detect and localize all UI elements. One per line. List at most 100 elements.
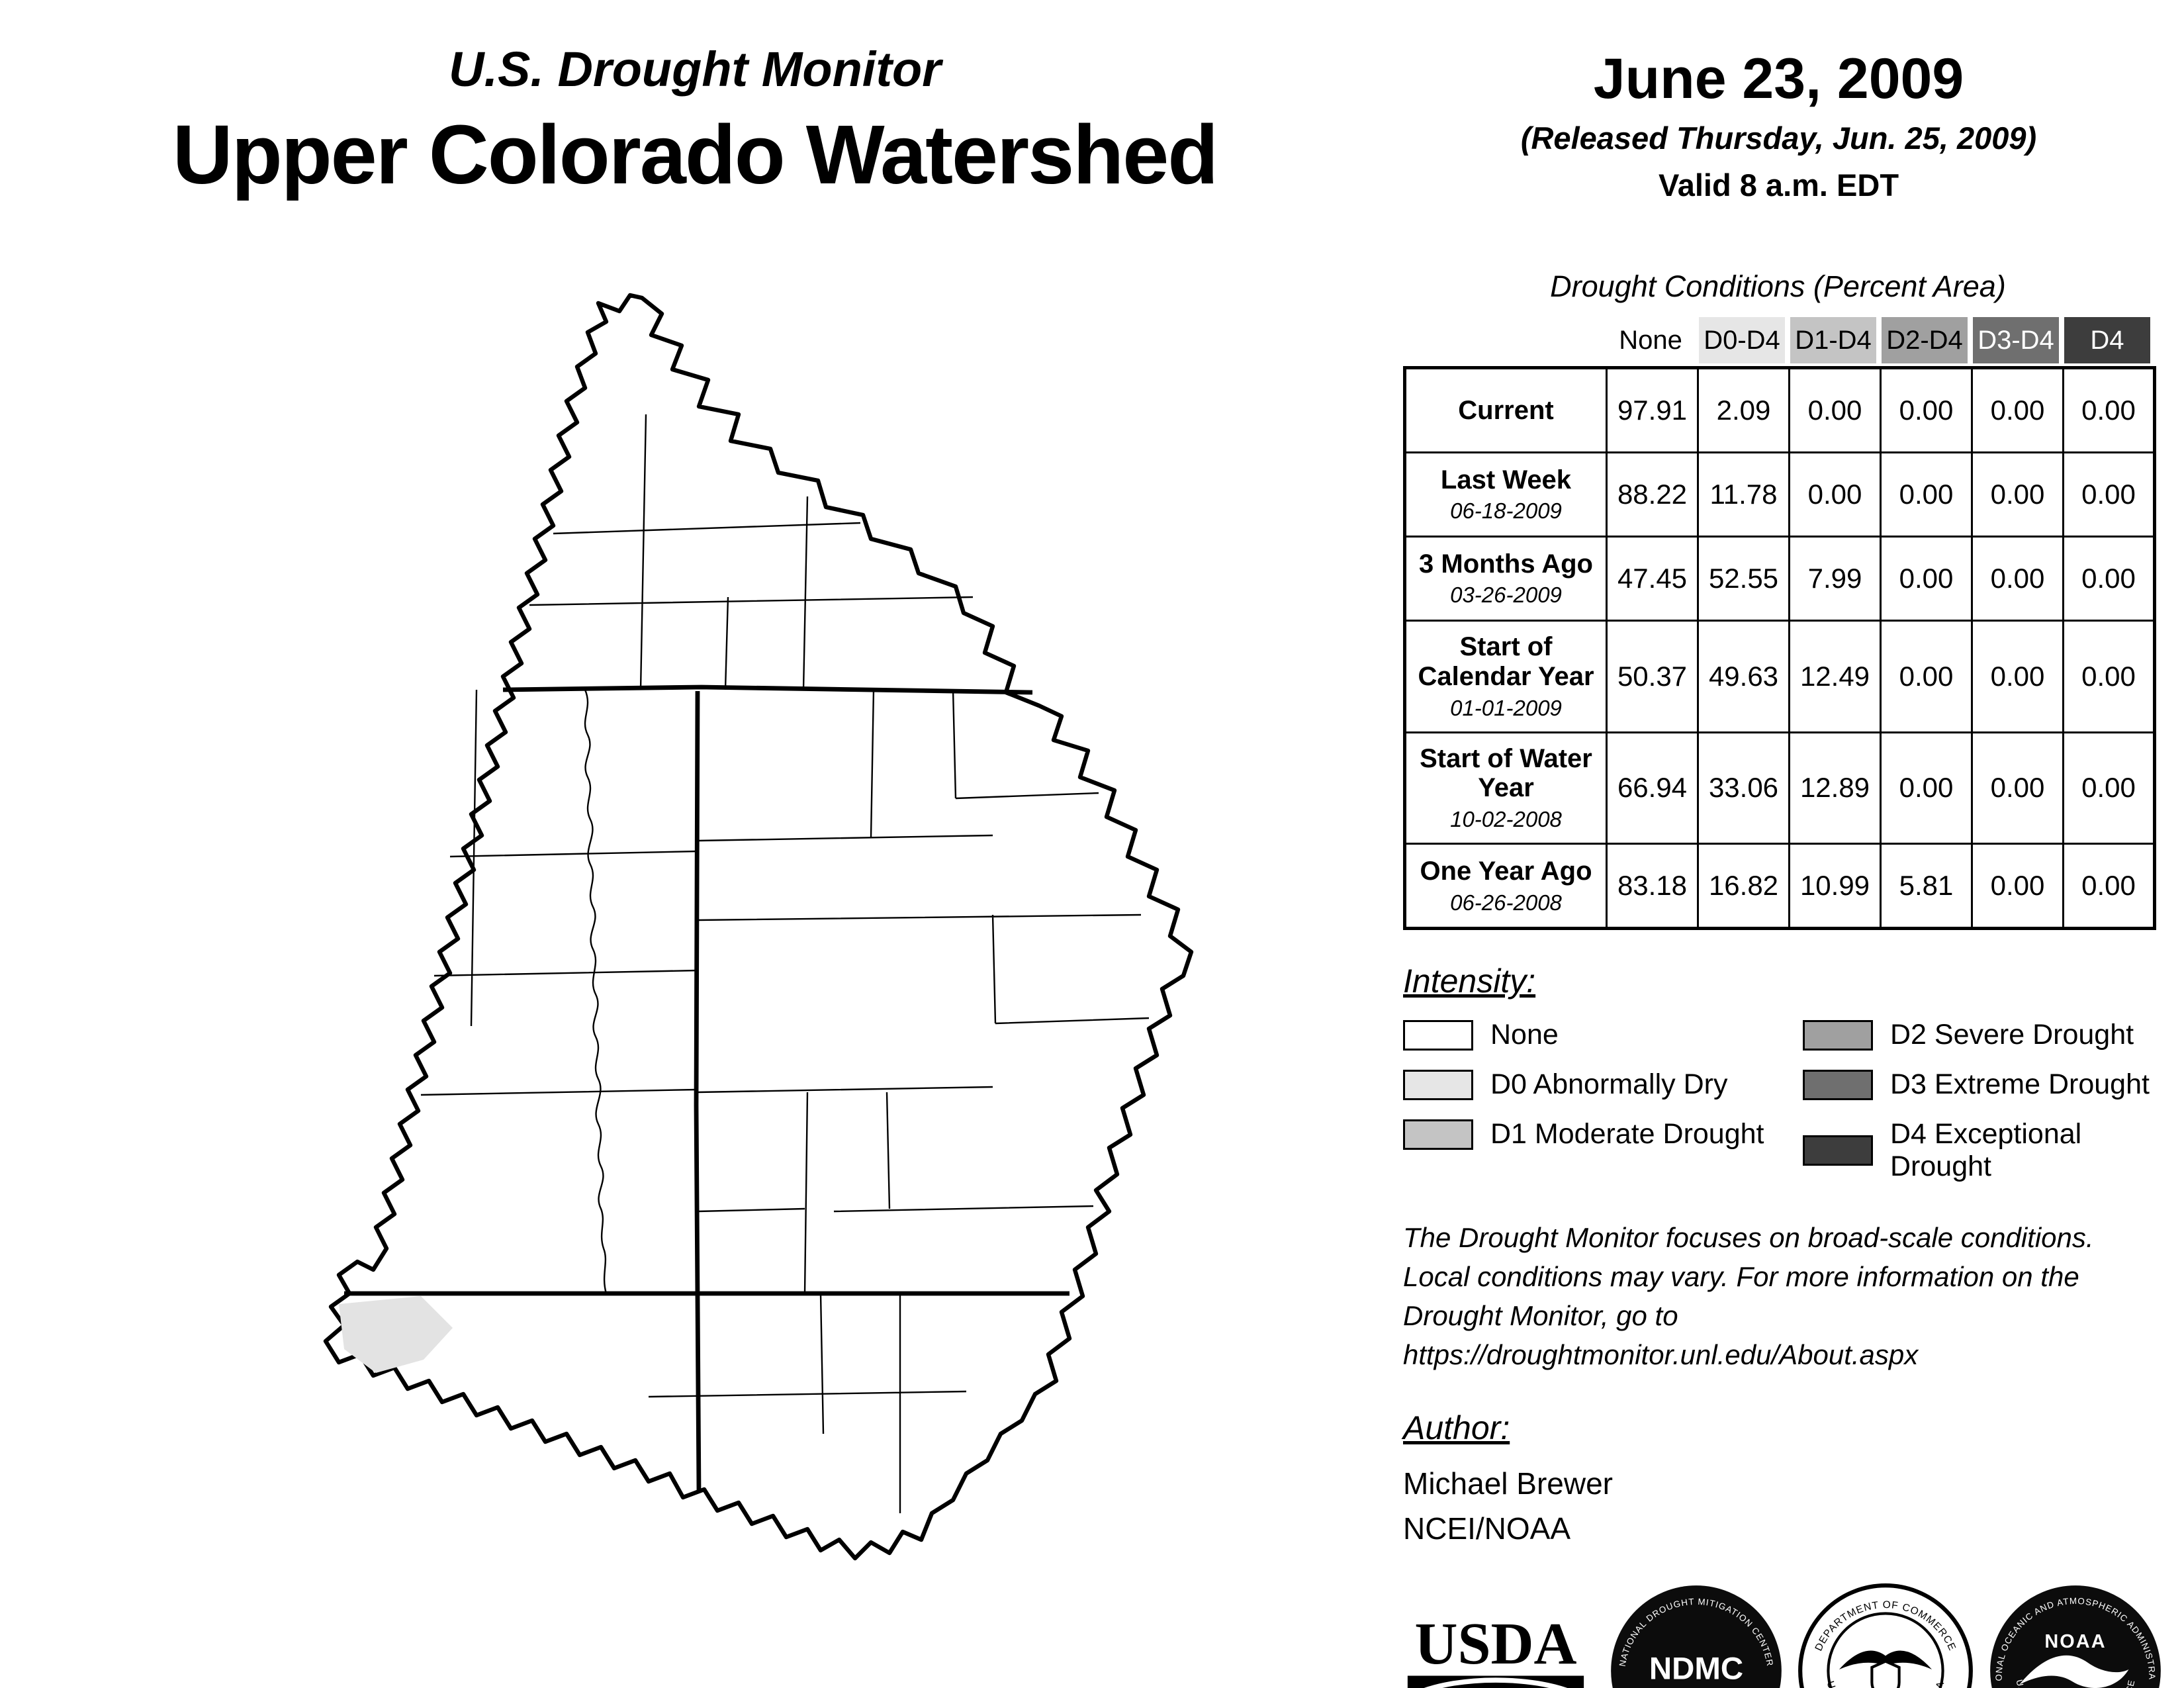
map-date: June 23, 2009	[1593, 47, 1964, 111]
value-cell: 7.99	[1788, 536, 1882, 622]
legend-item: None	[1403, 1019, 1774, 1051]
value-cell: 49.63	[1697, 620, 1790, 733]
commerce-logo: DEPARTMENT OF COMMERCE UNITED STATES OF …	[1798, 1583, 1974, 1688]
value-cell: 47.45	[1606, 536, 1699, 622]
value-cell: 66.94	[1606, 731, 1699, 845]
value-cell: 33.06	[1697, 731, 1790, 845]
value-cell: 88.22	[1606, 451, 1699, 538]
value-cell: 0.00	[2062, 620, 2156, 733]
release-date: (Released Thursday, Jun. 25, 2009)	[1520, 120, 2037, 156]
value-cell: 0.00	[1971, 843, 2064, 930]
row-label: Current	[1404, 367, 1608, 453]
value-cell: 11.78	[1697, 451, 1790, 538]
value-cell: 0.00	[1788, 367, 1882, 453]
row-label: Start of Water Year 10-02-2008	[1404, 731, 1608, 845]
value-cell: 50.37	[1606, 620, 1699, 733]
noaa-logo-text: NOAA	[2044, 1631, 2106, 1652]
row-label: Last Week 06-18-2009	[1404, 451, 1608, 538]
watershed-map	[323, 293, 1194, 1561]
table-row: 3 Months Ago 03-26-2009 47.45 52.55 7.99 0.00…	[1404, 536, 2156, 622]
author-org: NCEI/NOAA	[1403, 1511, 1571, 1546]
value-cell: 16.82	[1697, 843, 1790, 930]
value-cell: 97.91	[1606, 367, 1699, 453]
legend-swatch	[1403, 1019, 1473, 1051]
legend-col-right: D2 Severe Drought D3 Extreme Drought D4 Ex…	[1803, 1019, 2173, 1183]
value-cell: 0.00	[1880, 367, 1973, 453]
table-row: Last Week 06-18-2009 88.22 11.78 0.00 0.00 0.0…	[1404, 451, 2156, 538]
column-header-d1-d4: D1-D4	[1788, 314, 1879, 366]
legend-label: D4 Exceptional Drought	[1890, 1118, 2082, 1183]
table-row: Start of Water Year 10-02-2008 66.94 33.06 1…	[1404, 731, 2156, 845]
map-container	[251, 285, 1244, 1585]
value-cell: 0.00	[1880, 536, 1973, 622]
legend-label: D3 Extreme Drought	[1890, 1068, 2150, 1101]
row-label: Start of Calendar Year 01-01-2009	[1404, 620, 1608, 733]
legend-item: D0 Abnormally Dry	[1403, 1068, 1774, 1101]
table-corner	[1403, 314, 1605, 366]
seagull-icon	[2019, 1656, 2129, 1688]
value-cell: 2.09	[1697, 367, 1790, 453]
intensity-heading: Intensity:	[1403, 962, 1536, 1000]
value-cell: 52.55	[1697, 536, 1790, 622]
county-boundaries	[420, 414, 1150, 1513]
disclaimer-line: Local conditions may vary. For more info…	[1403, 1260, 2079, 1292]
value-cell: 0.00	[1880, 620, 1973, 733]
legend-label: D2 Severe Drought	[1890, 1019, 2134, 1051]
disclaimer-line: The Drought Monitor focuses on broad-sca…	[1403, 1222, 2094, 1254]
column-header-d0-d4: D0-D4	[1696, 314, 1788, 366]
valid-time: Valid 8 a.m. EDT	[1658, 167, 1899, 203]
title-block: U.S. Drought Monitor Upper Colorado Wate…	[86, 41, 1304, 203]
value-cell: 0.00	[2062, 536, 2156, 622]
d0-drought-area	[339, 1296, 453, 1373]
table-caption: Drought Conditions (Percent Area)	[1550, 269, 2006, 303]
value-cell: 0.00	[1971, 367, 2064, 453]
legend-label: None	[1490, 1019, 1559, 1051]
table-row: One Year Ago 06-26-2008 83.18 16.82 10.99 5.8…	[1404, 843, 2156, 930]
row-label: 3 Months Ago 03-26-2009	[1404, 536, 1608, 622]
author-name: Michael Brewer	[1403, 1466, 1613, 1501]
ndmc-logo-text: NDMC	[1649, 1652, 1743, 1687]
usda-logo: USDA	[1407, 1611, 1584, 1688]
column-header-none: None	[1605, 314, 1696, 366]
legend-swatch	[1803, 1135, 1873, 1166]
value-cell: 0.00	[2062, 367, 2156, 453]
legend-swatch	[1403, 1069, 1473, 1100]
usda-logo-text: USDA	[1414, 1611, 1576, 1677]
value-cell: 0.00	[1971, 536, 2064, 622]
legend-item: D3 Extreme Drought	[1803, 1068, 2173, 1101]
value-cell: 0.00	[1971, 731, 2064, 845]
value-cell: 0.00	[2062, 451, 2156, 538]
value-cell: 12.49	[1788, 620, 1882, 733]
column-header-d3-d4: D3-D4	[1970, 314, 2062, 366]
legend-swatch	[1403, 1119, 1473, 1150]
value-cell: 0.00	[1880, 731, 1973, 845]
value-cell: 83.18	[1606, 843, 1699, 930]
disclaimer-line: Drought Monitor, go to https://droughtmo…	[1403, 1299, 1919, 1370]
state-boundaries	[344, 684, 1069, 1493]
date-block: June 23, 2009 (Released Thursday, Jun. 2…	[1383, 46, 2174, 203]
legend-label: D0 Abnormally Dry	[1490, 1068, 1728, 1101]
legend-item: D4 Exceptional Drought	[1803, 1118, 2173, 1183]
logos-row: USDA NATIONAL DROUGHT MITIGATION CENTER …	[1396, 1582, 2164, 1688]
watershed-title: Upper Colorado Watershed	[172, 108, 1219, 201]
value-cell: 0.00	[1880, 451, 1973, 538]
report-series-title: U.S. Drought Monitor	[449, 42, 941, 97]
value-cell: 12.89	[1788, 731, 1882, 845]
value-cell: 0.00	[1971, 620, 2064, 733]
table-row: Start of Calendar Year 01-01-2009 50.37 49.…	[1404, 620, 2156, 733]
value-cell: 0.00	[1971, 451, 2064, 538]
value-cell: 0.00	[2062, 731, 2156, 845]
info-panel: June 23, 2009 (Released Thursday, Jun. 2…	[1383, 46, 2174, 1688]
value-cell: 0.00	[1788, 451, 1882, 538]
intensity-legend: None D0 Abnormally Dry D1 Moderate Drought…	[1403, 1019, 2174, 1183]
basin-boundary	[323, 293, 1194, 1561]
legend-label: D1 Moderate Drought	[1490, 1118, 1764, 1150]
author-heading: Author:	[1403, 1409, 1510, 1447]
legend-item: D2 Severe Drought	[1803, 1019, 2173, 1051]
table-header-row: None D0-D4 D1-D4 D2-D4 D3-D4 D4	[1403, 314, 2153, 366]
ndmc-logo: NATIONAL DROUGHT MITIGATION CENTER NDMC …	[1610, 1585, 1782, 1688]
value-cell: 0.00	[2062, 843, 2156, 930]
noaa-logo: NATIONAL OCEANIC AND ATMOSPHERIC ADMINIS…	[1987, 1582, 2161, 1688]
table-row: Current 97.91 2.09 0.00 0.00 0.00 0.00	[1404, 367, 2156, 453]
